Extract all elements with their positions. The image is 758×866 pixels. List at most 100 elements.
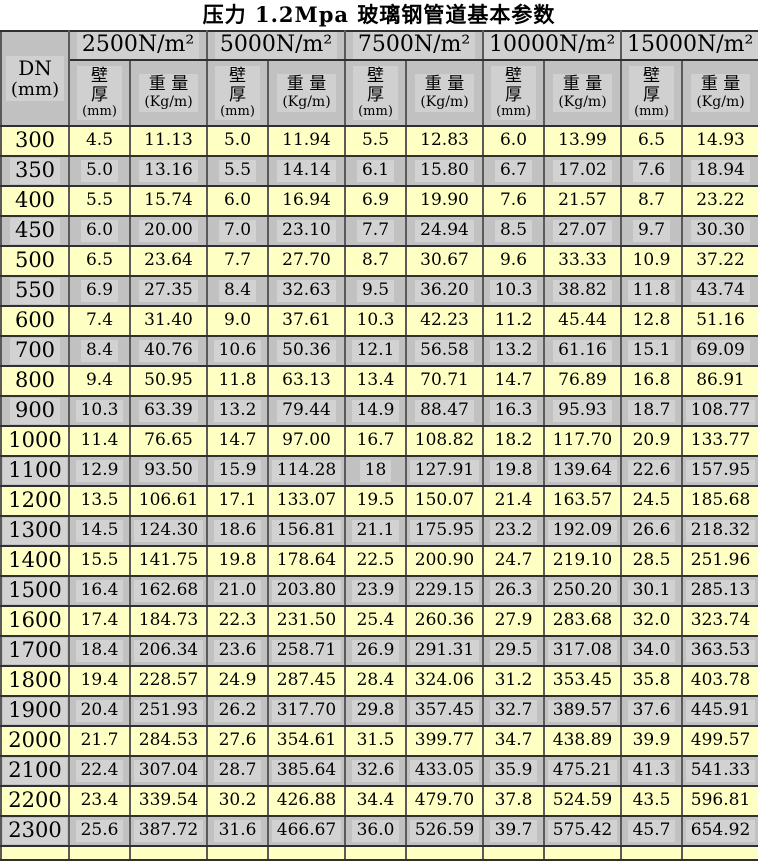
cell-text: 231.50 [276, 610, 337, 631]
cell-text: 19.8 [489, 460, 538, 482]
dn-cell: 1100 [0, 455, 70, 487]
value-cell: 27.6 [206, 725, 269, 757]
wall-label: 壁 厚 [229, 65, 246, 105]
cell-text: 43.5 [632, 790, 671, 811]
cell-text: 23.64 [144, 250, 193, 271]
cell-text: 229.15 [409, 580, 480, 602]
cell-text: 12.1 [351, 340, 400, 362]
value-cell: 192.09 [542, 515, 623, 547]
cell-text: 38.82 [553, 280, 612, 302]
cell-text: 1000 [8, 428, 62, 453]
cell-text: 18.2 [494, 430, 533, 451]
value-cell: 18.6 [206, 515, 269, 547]
value-cell: 5.0 [68, 155, 131, 187]
value-cell: 21.7 [68, 725, 131, 757]
cell-text: 18.4 [75, 640, 124, 662]
dn-cell: 550 [0, 275, 70, 307]
table-row: 900 10.3 63.39 13.2 79.44 14.9 88.47 16.3 95.93 1… [0, 395, 758, 427]
cell-text: 162.68 [133, 580, 204, 602]
group-header-15000: 15000N/m² [620, 30, 758, 61]
cell-text: 39.7 [489, 820, 538, 842]
value-cell: 357.45 [405, 695, 484, 727]
value-cell [267, 845, 346, 861]
cell-text: 23.4 [80, 790, 119, 811]
cell-text: 9.0 [223, 310, 252, 331]
value-cell: 354.61 [267, 725, 346, 757]
value-cell: 26.9 [344, 635, 407, 667]
value-cell: 385.64 [267, 755, 346, 787]
cell-text: 385.64 [271, 760, 342, 782]
value-cell: 108.82 [405, 425, 484, 457]
cell-text: 17.4 [80, 610, 119, 631]
cell-text: 466.67 [271, 820, 342, 842]
weight-unit: (Kg/m) [696, 94, 745, 111]
table-row: 500 6.5 23.64 7.7 27.70 8.7 30.67 9.6 33.33 10.9 3… [0, 245, 758, 277]
value-cell: 284.53 [129, 725, 208, 757]
value-cell: 479.70 [405, 785, 484, 817]
cell-text: 23.6 [213, 640, 262, 662]
cell-text: 6.0 [223, 190, 252, 211]
wall-unit: (mm) [220, 103, 255, 119]
cell-text: 550 [9, 278, 61, 304]
value-cell [405, 845, 484, 861]
cell-text: 28.7 [213, 760, 262, 782]
cell-text: 23.10 [277, 220, 336, 242]
cell-text: 8.5 [494, 220, 533, 242]
cell-text: 41.3 [627, 760, 676, 782]
value-cell: 185.68 [681, 485, 758, 517]
table-row: 1700 18.4 206.34 23.6 258.71 26.9 291.31 29.5 31… [0, 635, 758, 667]
value-cell: 228.57 [129, 665, 208, 697]
value-cell: 139.64 [542, 455, 623, 487]
cell-text: 17.1 [218, 490, 257, 511]
cell-text: 70.71 [420, 370, 469, 391]
value-cell: 200.90 [405, 545, 484, 577]
cell-text: 11.8 [218, 370, 257, 391]
value-cell: 25.4 [344, 605, 407, 637]
cell-text: 7.7 [223, 250, 252, 271]
cell-text: 426.88 [276, 790, 337, 811]
weight-label: 重 量 [700, 74, 741, 95]
cell-text: 37.61 [282, 310, 331, 331]
value-cell: 231.50 [267, 605, 346, 637]
dn-header-text: DN (mm) [5, 56, 65, 101]
value-cell: 526.59 [405, 815, 484, 847]
table-row: 700 8.4 40.76 10.6 50.36 12.1 56.58 13.2 61.16 15… [0, 335, 758, 367]
cell-text: 25.4 [356, 610, 395, 631]
value-cell: 27.35 [129, 275, 208, 307]
value-cell: 18.4 [68, 635, 131, 667]
cell-text: 251.93 [133, 700, 204, 722]
value-cell: 23.10 [267, 215, 346, 247]
value-cell: 34.4 [344, 785, 407, 817]
value-cell: 31.5 [344, 725, 407, 757]
value-cell: 51.16 [681, 305, 758, 337]
value-cell: 23.2 [482, 515, 545, 547]
cell-text: 206.34 [133, 640, 204, 662]
cell-text: 13.2 [213, 400, 262, 422]
value-cell: 6.0 [206, 185, 269, 217]
value-cell: 19.4 [68, 665, 131, 697]
cell-text: 114.28 [271, 460, 342, 482]
weight-header: 重 量 (Kg/m) [405, 59, 484, 127]
cell-text: 19.90 [420, 190, 469, 211]
value-cell: 23.4 [68, 785, 131, 817]
value-cell: 11.4 [68, 425, 131, 457]
value-cell: 7.7 [344, 215, 407, 247]
value-cell: 6.7 [482, 155, 545, 187]
weight-unit: (Kg/m) [558, 94, 607, 111]
table-row: 600 7.4 31.40 9.0 37.61 10.3 42.23 11.2 45.44 12.… [0, 305, 758, 337]
table-row: 350 5.0 13.16 5.5 14.14 6.1 15.80 6.7 17.02 7.6 18… [0, 155, 758, 187]
value-cell: 15.9 [206, 455, 269, 487]
cell-text: 900 [9, 398, 61, 424]
dn-cell: 400 [0, 185, 70, 217]
value-cell: 438.89 [542, 725, 623, 757]
value-cell: 6.9 [344, 185, 407, 217]
value-cell: 19.5 [344, 485, 407, 517]
cell-text: 17.02 [553, 160, 612, 182]
group-label: 10000N/m² [485, 33, 620, 58]
value-cell: 16.7 [344, 425, 407, 457]
cell-text: 6.5 [85, 250, 114, 271]
value-cell: 258.71 [267, 635, 346, 667]
cell-text: 22.3 [218, 610, 257, 631]
value-cell: 18.7 [620, 395, 684, 427]
value-cell: 5.5 [344, 125, 407, 157]
